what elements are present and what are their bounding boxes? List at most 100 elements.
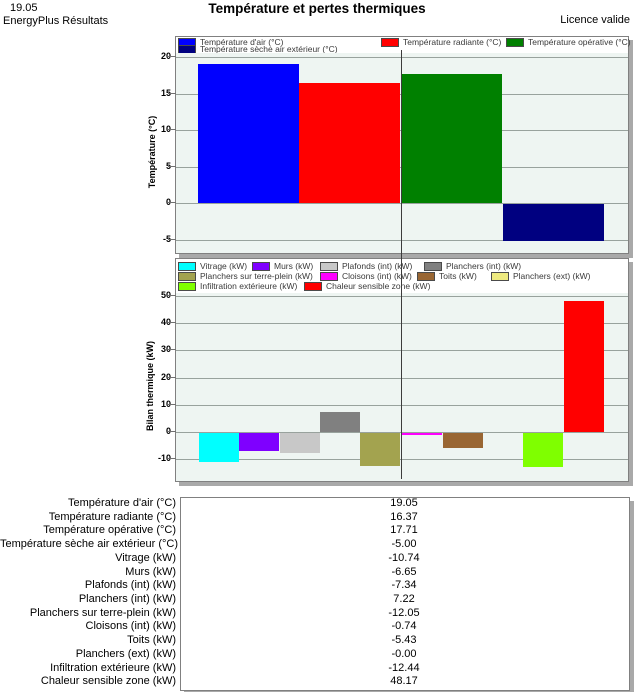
legend-swatch-icon <box>320 272 338 281</box>
time-cursor-line[interactable] <box>401 50 402 479</box>
table-row-value: -0.74 <box>391 620 417 633</box>
gridline <box>176 203 628 204</box>
table-row-label: Température sèche air extérieur (°C) <box>0 538 179 551</box>
table-row-label: Plafonds (int) (kW) <box>84 579 176 592</box>
y-tick-label: 15 <box>160 88 171 98</box>
table-row-label: Toits (kW) <box>127 634 176 647</box>
gridline <box>176 432 628 433</box>
table-row-label: Température radiante (°C) <box>48 510 176 523</box>
legend-item-label: Chaleur sensible zone (kW) <box>326 281 431 291</box>
data-bar <box>199 433 239 462</box>
y-tick-mark <box>168 431 176 432</box>
y-tick-label: -10 <box>157 453 171 463</box>
y-tick-label: 10 <box>160 399 171 409</box>
y-tick-mark <box>168 239 176 240</box>
table-row-label: Planchers sur terre-plein (kW) <box>29 606 176 619</box>
temperature-chart-legend: Température d'air (°C) Température radian… <box>176 37 631 54</box>
y-tick-mark <box>168 93 176 94</box>
y-tick-mark <box>168 166 176 167</box>
table-row-label: Chaleur sensible zone (kW) <box>40 675 176 688</box>
data-bar <box>503 204 604 241</box>
table-row-value: 19.05 <box>390 497 418 509</box>
data-bar <box>280 433 320 453</box>
table-row-value: -12.44 <box>388 661 420 674</box>
legend-item-label: Température d'air (°C) <box>200 37 284 47</box>
y-tick-label: 30 <box>160 344 171 354</box>
table-row-label: Vitrage (kW) <box>115 551 176 564</box>
legend-swatch-icon <box>178 282 196 291</box>
table-row-label: Planchers (int) (kW) <box>78 592 176 605</box>
balance-chart-legend: Vitrage (kW) Murs (kW) Plafonds (int) (kW)… <box>176 259 628 293</box>
legend-swatch-icon <box>320 262 338 271</box>
data-bar <box>402 433 442 435</box>
legend-swatch-icon <box>304 282 322 291</box>
table-row-label: Murs (kW) <box>125 565 176 578</box>
table-row-label: Cloisons (int) (kW) <box>85 620 176 633</box>
legend-item-label: Plafonds (int) (kW) <box>342 261 413 271</box>
gridline <box>176 405 628 406</box>
legend-swatch-icon <box>381 38 399 47</box>
data-bar <box>443 433 483 448</box>
app-name: EnergyPlus Résultats <box>3 15 109 27</box>
table-row-value: -7.34 <box>391 579 417 592</box>
y-tick-label: -5 <box>162 234 171 244</box>
balance-chart[interactable]: Vitrage (kW) Murs (kW) Plafonds (int) (kW)… <box>175 258 629 482</box>
legend-item-label: Infiltration extérieure (kW) <box>200 281 298 291</box>
legend-swatch-icon <box>417 272 435 281</box>
gridline <box>176 350 628 351</box>
temperature-chart[interactable]: Température d'air (°C) Température radian… <box>175 36 631 254</box>
licence-status: Licence valide <box>560 14 630 26</box>
data-bar <box>299 83 400 203</box>
page-title: Température et pertes thermiques <box>208 1 426 16</box>
y-tick-mark <box>168 349 176 350</box>
values-table-box <box>180 497 630 691</box>
table-row-label: Température opérative (°C) <box>43 524 176 537</box>
data-bar <box>320 412 360 432</box>
legend-item-label: Planchers sur terre-plein (kW) <box>200 271 313 281</box>
table-row-label: Température d'air (°C) <box>68 497 176 509</box>
legend-item-label: Cloisons (int) (kW) <box>342 271 412 281</box>
gridline <box>176 378 628 379</box>
legend-swatch-icon <box>252 262 270 271</box>
balance-chart-plot[interactable] <box>176 293 628 481</box>
table-row-value: -12.05 <box>388 606 420 619</box>
legend-swatch-icon <box>506 38 524 47</box>
data-bar <box>360 433 400 466</box>
current-step-value: 19.05 <box>10 2 38 14</box>
legend-item-label: Toits (kW) <box>439 271 477 281</box>
gridline <box>176 240 628 241</box>
legend-swatch-icon <box>178 272 196 281</box>
gridline <box>176 459 628 460</box>
table-row-value: -5.43 <box>391 634 417 647</box>
y-tick-label: 50 <box>160 290 171 300</box>
gridline <box>176 57 628 58</box>
data-bar <box>523 433 563 467</box>
table-row-value: -6.65 <box>391 565 417 578</box>
legend-swatch-icon <box>424 262 442 271</box>
y-tick-mark <box>168 404 176 405</box>
gridline <box>176 323 628 324</box>
legend-item-label: Température radiante (°C) <box>403 37 502 47</box>
y-tick-mark <box>168 56 176 57</box>
table-row-value: -5.00 <box>391 538 417 551</box>
table-row-label: Planchers (ext) (kW) <box>75 647 176 660</box>
table-row-label: Infiltration extérieure (kW) <box>50 661 176 674</box>
y-tick-mark <box>168 129 176 130</box>
data-bar <box>564 301 604 432</box>
table-row-value: -0.00 <box>391 647 417 660</box>
y-tick-label: 10 <box>160 124 171 134</box>
gridline <box>176 296 628 297</box>
data-bar <box>401 74 502 203</box>
y-tick-mark <box>168 377 176 378</box>
table-row-value: 17.71 <box>390 524 418 537</box>
balance-axis-title: Bilan thermique (kW) <box>145 340 155 432</box>
table-row-value: 16.37 <box>390 510 418 523</box>
legend-item-label: Planchers (int) (kW) <box>446 261 522 271</box>
temperature-chart-plot[interactable] <box>176 53 628 253</box>
y-tick-mark <box>168 295 176 296</box>
table-row-value: 7.22 <box>393 592 415 605</box>
data-bar <box>239 433 279 451</box>
data-bar <box>198 64 299 203</box>
table-row-value: -10.74 <box>388 551 420 564</box>
